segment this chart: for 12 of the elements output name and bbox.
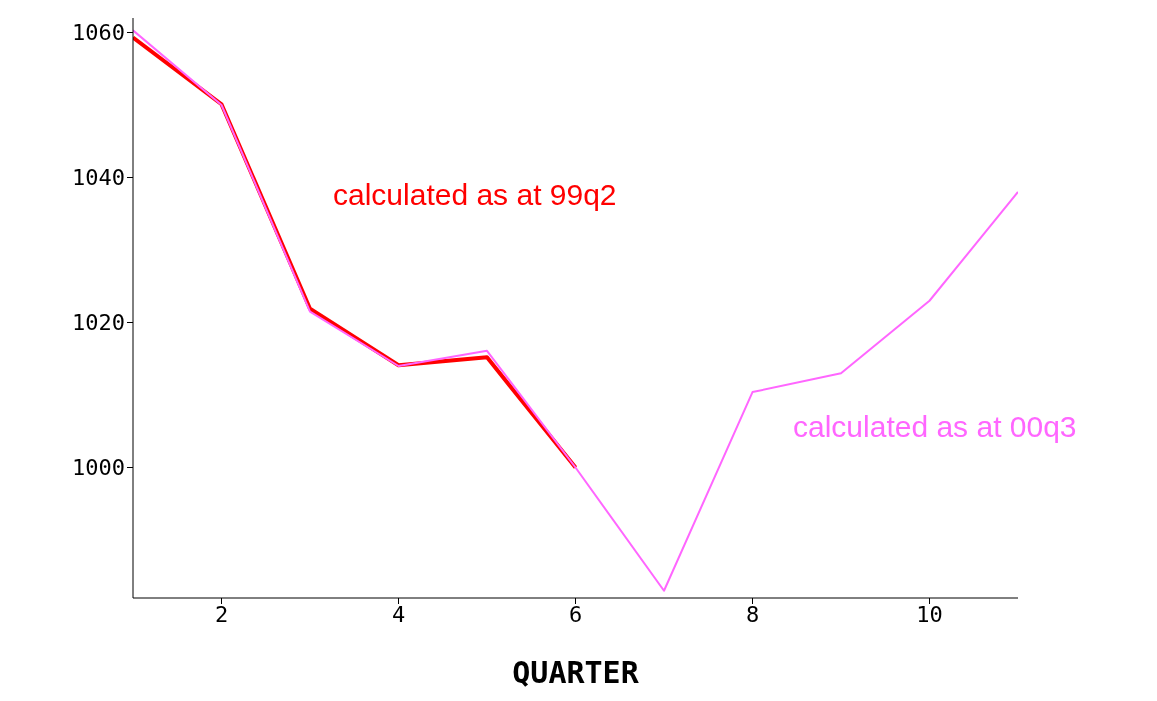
y-tick-label: 1040 xyxy=(72,165,125,191)
x-tick-label: 2 xyxy=(214,601,229,627)
y-tick-label: 1000 xyxy=(72,455,125,481)
y-tick-label: 1020 xyxy=(72,310,125,336)
x-axis-title: QUARTER xyxy=(512,655,640,690)
x-tick-label: 10 xyxy=(916,601,943,627)
series-label: calculated as at 99q2 xyxy=(333,178,617,212)
x-tick-label: 6 xyxy=(568,601,583,627)
series-label: calculated as at 00q3 xyxy=(793,410,1077,444)
x-tick-label: 4 xyxy=(391,601,406,627)
x-tick-label: 8 xyxy=(745,601,760,627)
y-tick-label: 1060 xyxy=(72,20,125,46)
